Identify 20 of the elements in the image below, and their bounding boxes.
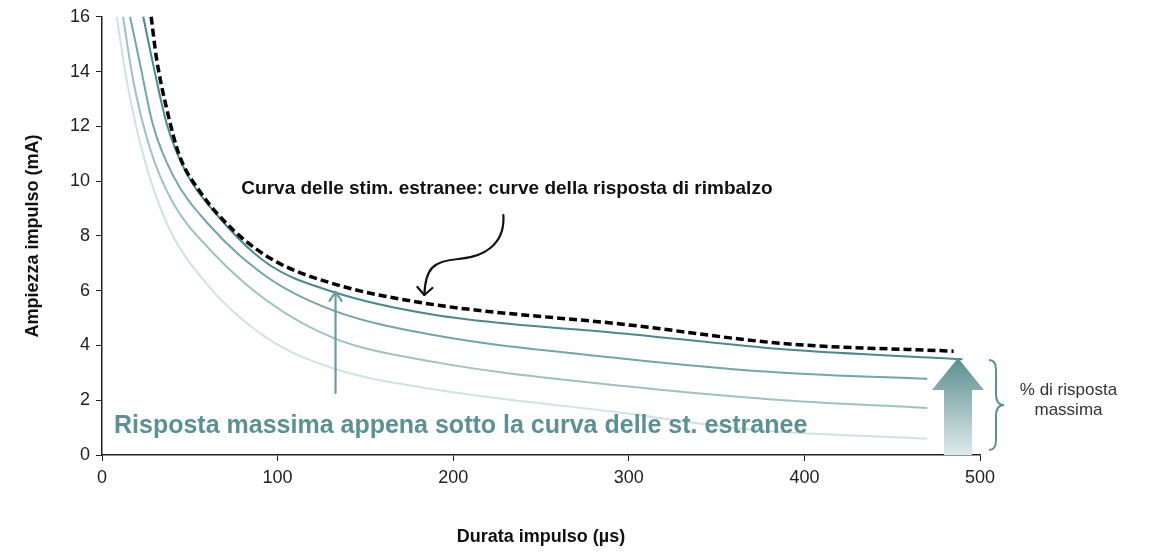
x-tick-label: 0: [96, 466, 108, 487]
y-tick-label: 6: [79, 279, 90, 300]
text: % di risposta massima: [1018, 380, 1119, 420]
y-tick-label: 16: [69, 5, 90, 26]
y-tick-label: 2: [79, 389, 90, 410]
x-tick-label: 100: [262, 466, 293, 487]
y-tick-label: 0: [79, 443, 90, 464]
y-axis-title: Ampiezza impulso (mA): [21, 134, 42, 338]
y-tick-label: 8: [79, 224, 90, 245]
x-tick-label: 400: [789, 466, 820, 487]
annotation: Curva delle stim. estranee: curve della risposta di rimbalzo: [241, 176, 773, 199]
annotation: Risposta massima appena sotto la curva delle st. estranee: [114, 410, 808, 439]
y-tick-label: 14: [69, 60, 90, 81]
y-tick-label: 10: [69, 170, 90, 191]
x-tick-label: 500: [964, 466, 996, 487]
x-axis-title: Durata impulso (µs): [456, 526, 626, 547]
y-tick-label: 4: [79, 334, 90, 355]
x-tick-label: 300: [613, 466, 644, 487]
x-tick-label: 200: [438, 466, 469, 487]
y-tick-label: 12: [69, 115, 90, 136]
